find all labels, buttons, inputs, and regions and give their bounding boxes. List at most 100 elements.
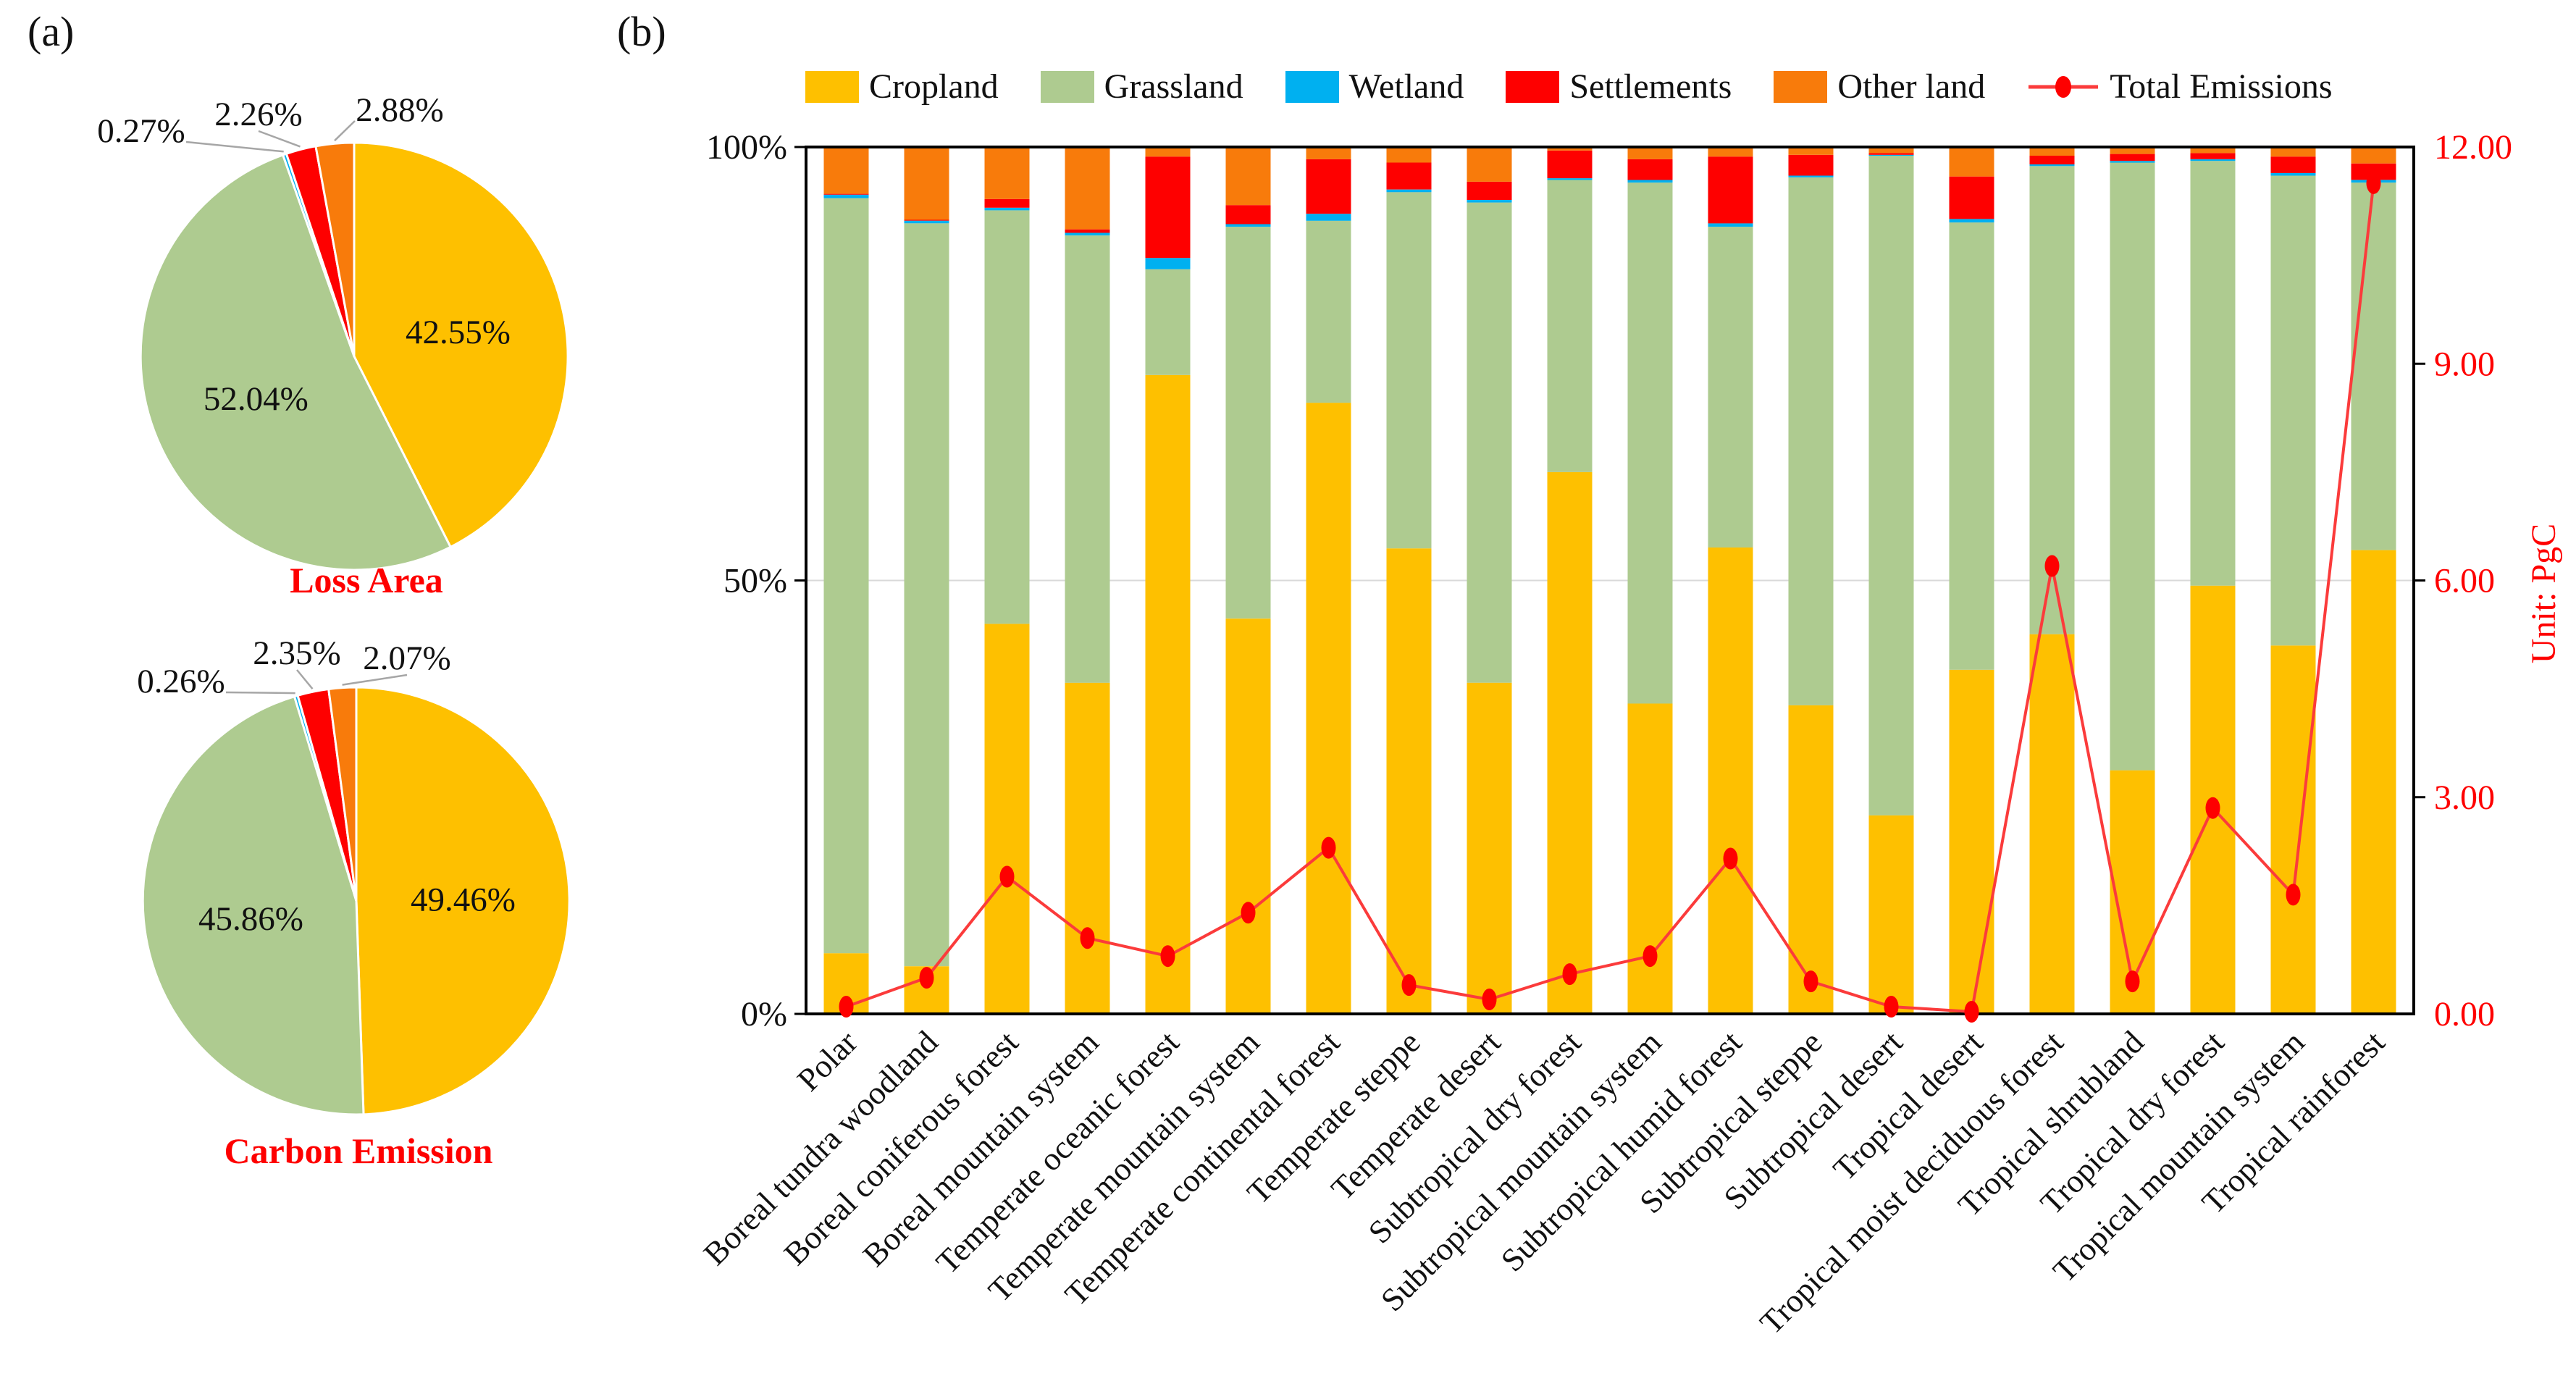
bar-subtropical-steppe [1788,147,1834,1014]
bar-polar [823,147,869,1014]
bar-segment-settlements [984,198,1030,208]
bar-temperate-steppe [1386,147,1432,1014]
legend-item-total-emissions: Total Emissions [2027,67,2333,106]
bar-segment-other-land [1225,147,1271,206]
pie-value-label: 42.55% [406,314,511,351]
bar-segment-other-land [2029,147,2075,156]
bar-segment-cropland [1949,669,1994,1014]
bar-tropical-rainforest [2351,147,2396,1014]
total-emissions-marker [1321,836,1336,859]
total-emissions-marker [2125,970,2140,993]
bar-segment-wetland [2110,161,2155,163]
bar-segment-other-land [2270,147,2316,157]
bar-segment-wetland [1225,224,1271,227]
legend-label: Grassland [1104,67,1243,106]
total-emissions-marker [2205,797,2220,819]
bar-segment-cropland [1065,682,1110,1014]
pie-chart-carbon-emission: 49.46% 45.86% 0.26% 2.35% 2.07% [137,634,571,1116]
total-emissions-line [845,183,2375,1013]
bar-segment-wetland [823,194,869,198]
legend-item-settlements: Settlements [1506,67,1732,106]
legend-item-cropland: Cropland [805,67,999,106]
total-emissions-marker [1642,945,1658,968]
legend-label: Cropland [869,67,999,106]
bar-segment-grassland [904,223,949,967]
bar-segment-wetland [1145,258,1191,269]
bar-segment-other-land [823,147,869,194]
bar-segment-wetland [1627,180,1673,183]
panel-b-label: (b) [617,8,666,55]
bar-segment-other-land [1868,147,1914,154]
total-emissions-marker [1723,847,1738,870]
pie-leader-line [225,691,295,695]
bar-segment-wetland [984,207,1030,211]
bar-tropical-shrubland [2110,147,2155,1014]
bar-temperate-mountain-system [1225,147,1271,1014]
pie-slice-other-land [327,686,358,902]
stacked-bar-chart-canvas: 100% 50% 0% 12.00 9.00 6.00 3.00 0.00 Unit: PgC P… [697,128,2563,1341]
bar-segment-wetland [2190,159,2236,161]
legend-item-wetland: Wetland [1285,67,1464,106]
bar-segment-settlements [823,193,869,195]
bar-segment-cropland [1788,705,1834,1014]
bar-segment-other-land [1065,147,1110,230]
bar-segment-settlements [1065,229,1110,233]
right-axis-tick-label: 9.00 [2434,345,2495,383]
bar-segment-grassland [1065,235,1110,683]
total-emissions-marker [1080,927,1095,949]
bar-tropical-dry-forest [2190,147,2236,1014]
bar-segment-cropland [1547,471,1593,1014]
bar-segment-settlements [904,219,949,221]
bar-segment-grassland [1627,183,1673,704]
pie-value-label: 2.35% [253,634,340,672]
bar-segment-settlements [1708,156,1753,224]
bar-segment-cropland [2029,634,2075,1014]
legend-label: Other land [1837,67,1986,106]
bar-segment-other-land [1788,147,1834,155]
pie-slice-other-land [314,141,356,358]
bar-segment-settlements [1386,162,1432,190]
bar-subtropical-humid-forest [1708,147,1753,1014]
bar-segment-settlements [1949,176,1994,219]
bar-segment-other-land [2110,147,2155,154]
legend-line-marker-icon [2029,75,2099,98]
bar-segment-cropland [1145,374,1191,1014]
bar-segment-grassland [2190,161,2236,586]
bar-segment-other-land [1467,147,1512,182]
bar-segment-wetland [1949,219,1994,223]
bar-segment-grassland [1868,156,1914,815]
bar-boreal-coniferous-forest [984,147,1030,1014]
total-emissions-marker [1803,970,1818,993]
bar-segment-other-land [904,147,949,220]
right-axis-tick-label: 6.00 [2434,562,2495,600]
bar-segment-other-land [1949,147,1994,177]
bar-segment-other-land [1306,147,1351,159]
pie-charts-canvas: 42.55% 52.04% 0.27% 2.26% 2.88% 49.46% 45.86% 0… [97,91,571,1116]
pie-value-label: 0.27% [97,112,185,150]
total-emissions-marker [2044,555,2060,577]
bar-segment-wetland [1306,214,1351,221]
bar-segment-other-land [1145,147,1191,157]
pie-value-label: 0.26% [137,663,225,700]
bar-segment-cropland [1467,682,1512,1014]
bar-segment-other-land [2351,147,2396,164]
bar-segment-cropland [1225,618,1271,1014]
bar-segment-wetland [2029,164,2075,167]
bar-segment-cropland [2351,550,2396,1014]
bar-segment-cropland [2270,645,2316,1014]
total-emissions-marker [1160,945,1175,968]
bar-segment-grassland [1145,269,1191,375]
pie-title-carbon-emission: Carbon Emission [224,1130,493,1171]
legend-swatch-icon [1774,70,1828,103]
total-emissions-marker [2366,172,2381,194]
legend-swatch-icon [1040,70,1094,103]
bar-segment-grassland [1949,222,1994,670]
pie-slice-cropland [353,141,569,548]
right-axis-tick-label: 0.00 [2434,995,2495,1033]
left-axis-tick-label: 50% [723,562,787,600]
bar-subtropical-desert [1868,147,1914,1014]
bar-segment-grassland [1708,227,1753,548]
total-emissions-marker [1562,963,1577,986]
pie-slice-grassland [139,154,452,571]
legend-swatch-icon [1285,70,1339,103]
